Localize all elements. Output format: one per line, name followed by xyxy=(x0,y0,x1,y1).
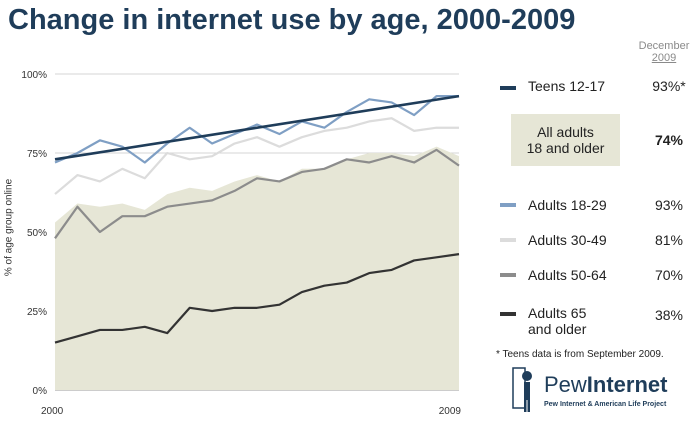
legend-label-65-plus-line2: and older xyxy=(528,321,587,337)
legend-item-50-64: Adults 50-64 70% xyxy=(496,267,696,297)
series-adults-50-64 xyxy=(54,148,460,239)
ticks-layer: 0% 25% 50% 75% 100% 2000 2009 xyxy=(21,70,461,417)
series-teens-12-17 xyxy=(54,94,460,161)
legend-value-50-64: 70% xyxy=(654,267,684,283)
legend-item-18-29: Adults 18-29 93% xyxy=(496,197,696,227)
legend-swatch-50-64 xyxy=(500,273,516,277)
legend-item-teens: Teens 12-17 93%* xyxy=(496,78,696,108)
pew-internet-logo: PewInternet Pew Internet & American Life… xyxy=(512,366,698,414)
footnote: * Teens data is from September 2009. xyxy=(496,349,664,360)
legend-item-30-49: Adults 30-49 81% xyxy=(496,232,696,262)
legend-item-65-plus: Adults 65 and older 38% xyxy=(496,305,696,341)
legend-value-teens: 93%* xyxy=(652,78,686,94)
area-all-adults xyxy=(55,146,459,390)
all-adults-box: All adults 18 and older xyxy=(511,114,620,166)
logo-word-internet: Internet xyxy=(586,372,668,397)
all-adults-value: 74% xyxy=(654,132,684,148)
legend-label-teens: Teens 12-17 xyxy=(528,78,606,94)
value-column-header-year: 2009 xyxy=(651,52,677,64)
legend-swatch-65-plus xyxy=(500,312,516,316)
series-adults-65-plus xyxy=(54,253,460,344)
legend-label-18-29: Adults 18-29 xyxy=(528,197,607,213)
legend-swatch-30-49 xyxy=(500,238,516,242)
y-tick-label: 75% xyxy=(27,149,47,160)
legend-swatch-teens xyxy=(500,86,516,90)
legend-swatch-18-29 xyxy=(500,203,516,207)
legend-value-30-49: 81% xyxy=(654,232,684,248)
y-tick-label: 100% xyxy=(21,70,47,81)
value-column-header-month: December xyxy=(638,40,690,52)
logo-word-pew: Pew xyxy=(544,372,587,397)
value-column-header: December 2009 xyxy=(630,40,698,64)
all-adults-label-line2: 18 and older xyxy=(526,140,605,156)
x-tick-label: 2000 xyxy=(41,406,64,417)
legend-label-65-plus-line1: Adults 65 xyxy=(528,305,587,321)
all-adults-label-line1: All adults xyxy=(537,124,594,140)
logo-subtitle: Pew Internet & American Life Project xyxy=(544,401,667,408)
y-tick-label: 0% xyxy=(33,386,48,397)
legend-label-50-64: Adults 50-64 xyxy=(528,267,607,283)
legend-label-65-plus: Adults 65 and older xyxy=(528,305,586,337)
area-layer xyxy=(55,146,459,390)
y-tick-label: 50% xyxy=(27,228,47,239)
x-tick-label: 2009 xyxy=(439,406,462,417)
lines-layer xyxy=(54,94,460,344)
legend-value-65-plus: 38% xyxy=(654,307,684,323)
legend-label-30-49: Adults 30-49 xyxy=(528,232,607,248)
legend-value-18-29: 93% xyxy=(654,197,684,213)
logo-wordmark: PewInternet xyxy=(544,372,667,398)
series-adults-30-49 xyxy=(54,117,459,195)
y-tick-label: 25% xyxy=(27,307,47,318)
chart-title: Change in internet use by age, 2000-2009 xyxy=(8,4,576,36)
pew-logo-icon xyxy=(512,367,532,412)
series-adults-18-29 xyxy=(54,95,459,164)
